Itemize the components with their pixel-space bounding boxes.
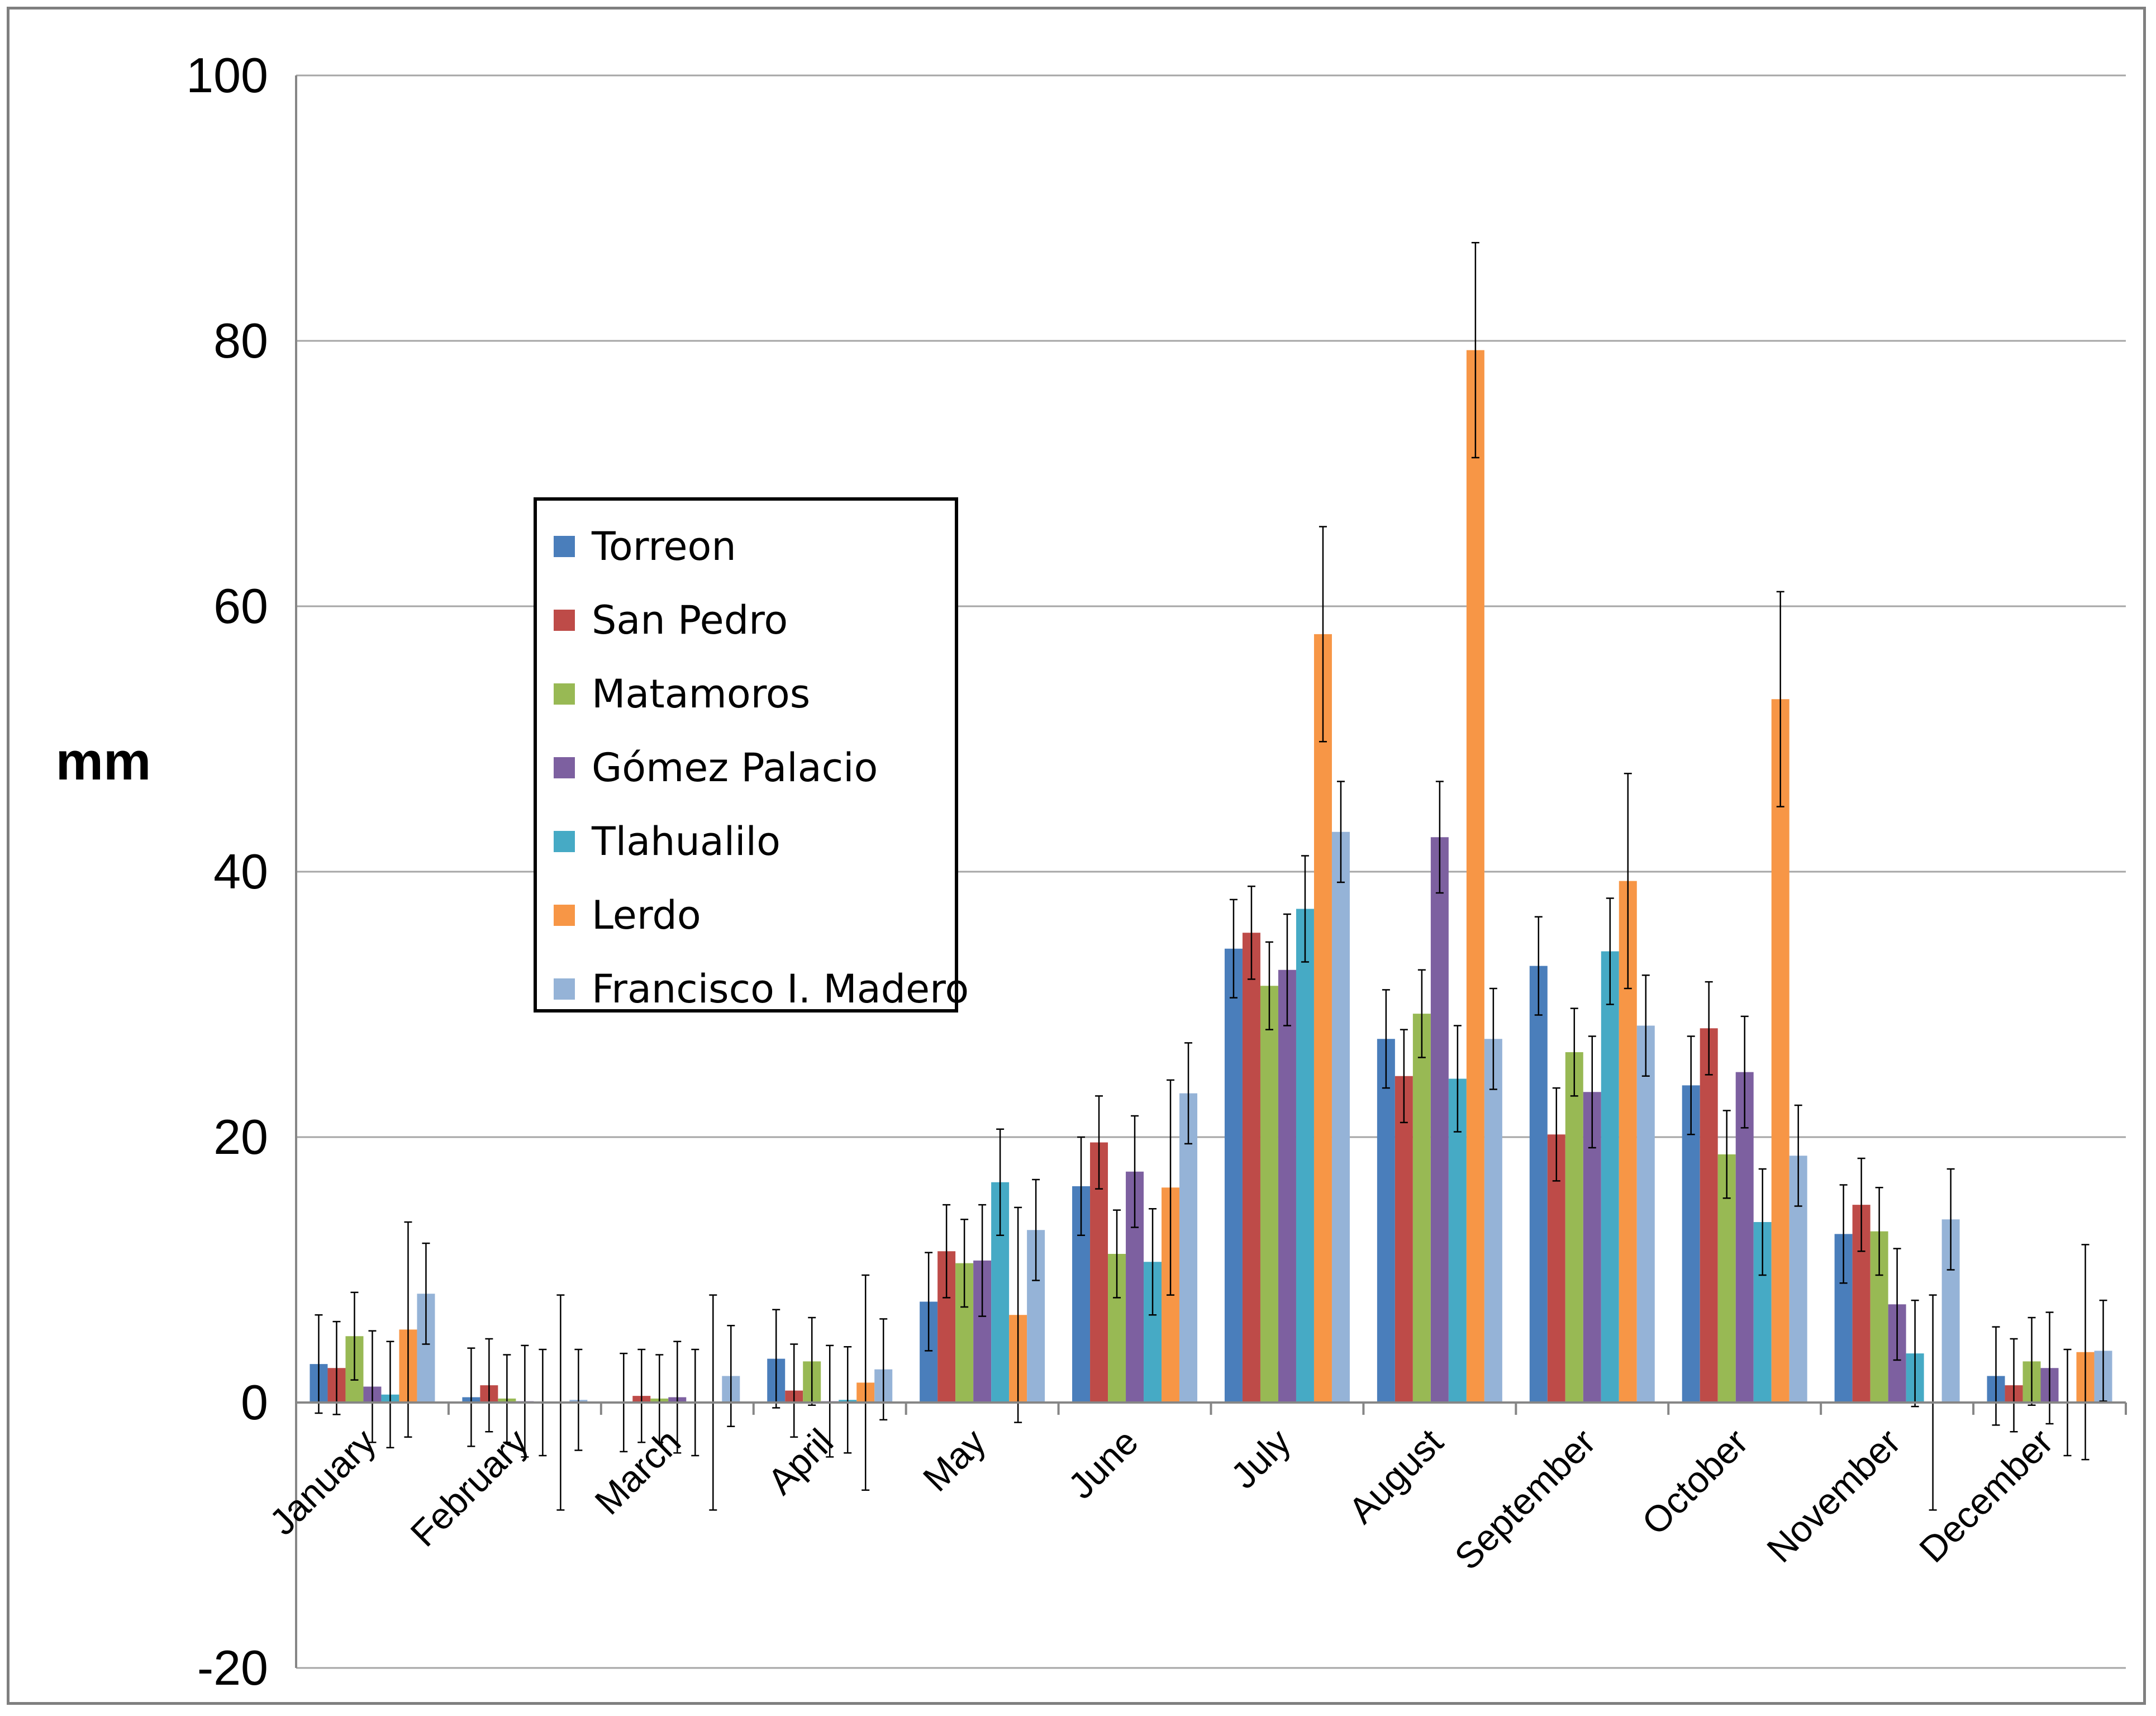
- bar-g-mez-palacio-august: [1430, 837, 1449, 1403]
- legend-item: Matamoros: [537, 657, 955, 731]
- legend-item: Lerdo: [537, 878, 955, 952]
- y-tick-label: 0: [241, 1375, 268, 1430]
- legend-item: Gómez Palacio: [537, 731, 955, 805]
- bars: [310, 350, 2112, 1403]
- bar-torreon-october: [1682, 1085, 1700, 1403]
- bar-francisco-i-madero-september: [1636, 1025, 1655, 1403]
- x-tick-label: May: [915, 1421, 993, 1499]
- bar-matamoros-july: [1260, 986, 1278, 1403]
- x-tick-labels: January February March April May June July Augu…: [261, 1421, 2060, 1578]
- y-tick-label: 80: [213, 313, 268, 368]
- legend-swatch: [554, 757, 575, 778]
- y-axis-label: mm: [56, 731, 151, 791]
- bar-lerdo-october: [1771, 699, 1789, 1403]
- axes: [295, 75, 2127, 1668]
- legend: Torreon San Pedro Matamoros Gómez Palacio Tl…: [534, 497, 969, 1013]
- legend-swatch: [554, 536, 575, 557]
- y-tick-label: -20: [197, 1640, 268, 1695]
- legend-label: Lerdo: [592, 892, 701, 938]
- bar-san-pedro-october: [1700, 1028, 1718, 1403]
- legend-swatch: [554, 905, 575, 926]
- bar-tlahualilo-september: [1601, 951, 1619, 1403]
- legend-swatch: [554, 978, 575, 1000]
- bar-san-pedro-august: [1395, 1076, 1413, 1403]
- x-tick-label: September: [1446, 1421, 1603, 1578]
- y-tick-labels: -20 0 20 40 60 80 100: [186, 47, 268, 1695]
- x-tick-label: November: [1759, 1421, 1908, 1571]
- x-tick-label: March: [587, 1421, 688, 1523]
- bar-tlahualilo-july: [1296, 909, 1314, 1403]
- legend-swatch: [554, 683, 575, 705]
- legend-label: Gómez Palacio: [592, 745, 878, 791]
- bar-lerdo-august: [1466, 350, 1484, 1403]
- bar-tlahualilo-august: [1448, 1078, 1467, 1403]
- x-tick-label: April: [759, 1421, 841, 1503]
- x-tick-label: July: [1223, 1421, 1298, 1496]
- bar-matamoros-august: [1412, 1014, 1431, 1403]
- bar-matamoros-september: [1565, 1052, 1583, 1403]
- bar-francisco-i-madero-august: [1484, 1039, 1502, 1403]
- legend-item: Francisco I. Madero: [537, 952, 969, 1026]
- legend-label: Matamoros: [592, 671, 811, 717]
- legend-swatch: [554, 831, 575, 852]
- bar-francisco-i-madero-july: [1331, 831, 1350, 1403]
- x-tick-label: October: [1634, 1421, 1755, 1543]
- bar-san-pedro-july: [1242, 933, 1260, 1403]
- legend-swatch: [554, 610, 575, 631]
- legend-item: Tlahualilo: [537, 805, 955, 878]
- y-tick-label: 20: [213, 1109, 268, 1164]
- x-tick-label: February: [402, 1421, 536, 1555]
- bar-g-mez-palacio-july: [1278, 969, 1296, 1403]
- x-tick-label: August: [1340, 1421, 1451, 1532]
- x-tick-label: December: [1911, 1421, 2061, 1571]
- x-tick-label: June: [1060, 1421, 1146, 1507]
- bar-lerdo-july: [1313, 634, 1332, 1403]
- x-tick-label: January: [261, 1421, 383, 1543]
- bar-torreon-july: [1224, 948, 1243, 1403]
- bar-torreon-august: [1377, 1039, 1395, 1403]
- legend-label: Francisco I. Madero: [592, 966, 969, 1012]
- legend-item: Torreon: [537, 510, 955, 583]
- bar-torreon-september: [1529, 966, 1548, 1403]
- chart-frame: [7, 7, 2146, 1705]
- y-tick-label: 40: [213, 844, 268, 899]
- bar-francisco-i-madero-june: [1179, 1093, 1198, 1403]
- legend-label: San Pedro: [592, 597, 788, 643]
- y-tick-label: 60: [213, 578, 268, 634]
- y-tick-label: 100: [186, 47, 268, 103]
- legend-label: Torreon: [592, 524, 736, 569]
- legend-label: Tlahualilo: [592, 819, 780, 864]
- legend-item: San Pedro: [537, 583, 955, 657]
